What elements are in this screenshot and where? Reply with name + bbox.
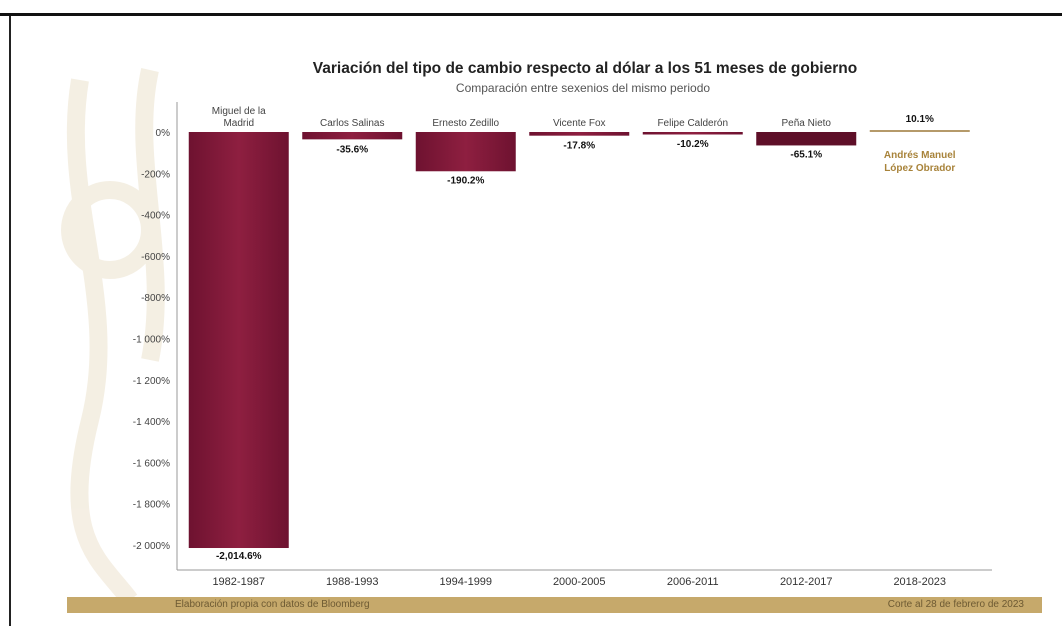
source-note: Elaboración propia con datos de Bloomber… [175,599,370,610]
bar [756,132,857,146]
y-tick-label: -1 000% [133,335,170,346]
y-tick-label: -800% [141,293,170,304]
bar [529,132,630,136]
bar [302,132,403,140]
bar [188,132,289,549]
page-frame [9,16,1062,626]
data-label: -190.2% [447,175,484,186]
bar [869,130,970,132]
data-label: -10.2% [677,139,709,150]
president-label: Felipe Calderón [657,118,728,129]
president-label: Carlos Salinas [320,118,384,129]
x-tick-label: 1988-1993 [326,576,379,588]
data-label: -2,014.6% [216,551,262,562]
data-label: 10.1% [906,114,934,125]
bar [642,132,743,135]
data-label: -65.1% [790,149,822,160]
y-tick-label: -400% [141,211,170,222]
y-tick-label: -1 400% [133,417,170,428]
y-tick-label: -200% [141,169,170,180]
y-tick-label: -2 000% [133,541,170,552]
top-bar [0,0,1062,16]
chart-title: Variación del tipo de cambio respecto al… [313,60,857,77]
x-tick-label: 2018-2023 [893,576,946,588]
president-label: Vicente Fox [553,118,606,129]
data-label: -35.6% [336,144,368,155]
president-label: Ernesto Zedillo [432,118,499,129]
x-tick-label: 2006-2011 [667,576,719,588]
bar [415,132,516,172]
y-tick-label: 0% [156,128,171,139]
cutoff-note: Corte al 28 de febrero de 2023 [887,599,1024,610]
x-tick-label: 1994-1999 [439,576,492,588]
president-label: López Obrador [884,163,955,174]
y-tick-label: -600% [141,252,170,263]
y-tick-label: -1 800% [133,500,170,511]
president-label: Andrés Manuel [884,150,956,161]
x-tick-label: 2000-2005 [553,576,606,588]
x-tick-label: 1982-1987 [212,576,265,588]
x-tick-label: 2012-2017 [780,576,833,588]
chart-subtitle: Comparación entre sexenios del mismo per… [456,81,710,95]
watermark [61,68,165,606]
president-label: Madrid [223,118,254,129]
president-label: Peña Nieto [782,118,832,129]
data-label: -17.8% [563,141,595,152]
y-tick-label: -1 200% [133,376,170,387]
y-tick-label: -1 600% [133,458,170,469]
footer-band: Elaboración propia con datos de Bloomber… [67,597,1042,613]
president-label: Miguel de la [212,106,266,117]
